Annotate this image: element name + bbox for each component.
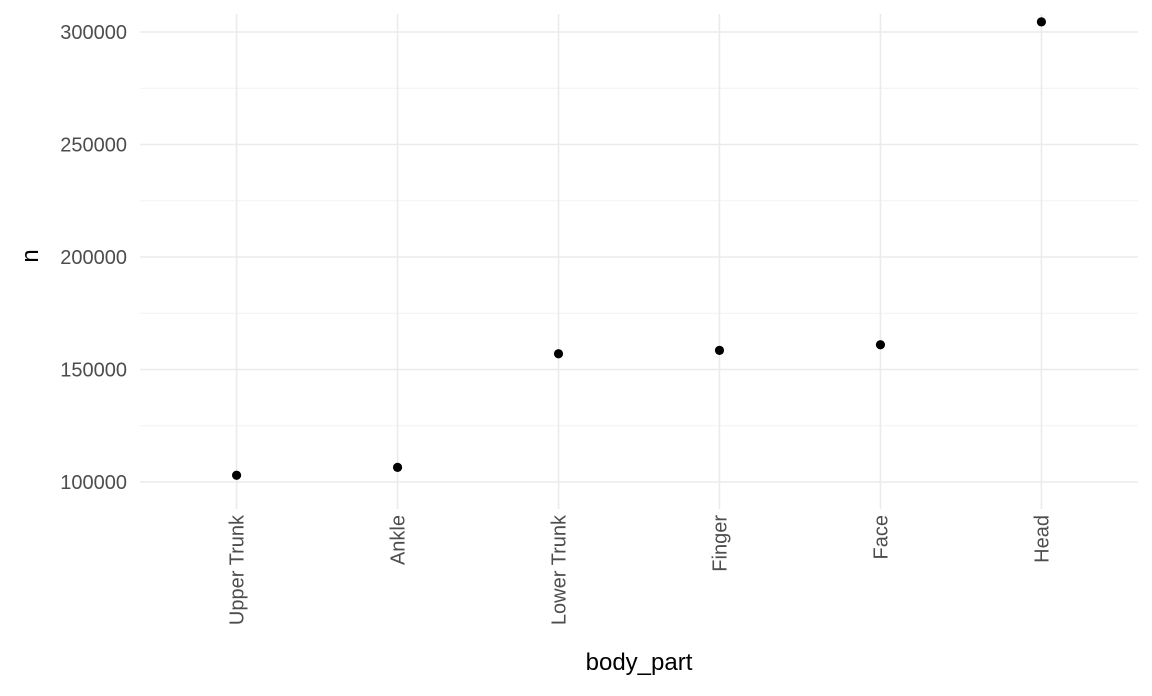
data-point: [714, 345, 725, 355]
x-axis-title: body_part: [586, 649, 693, 676]
data-point: [392, 462, 403, 472]
x-tick-label: Head: [1031, 515, 1053, 563]
x-axis-ticks: Upper Trunk Ankle Lower Trunk Finger Face Hea…: [227, 514, 1054, 625]
data-point: [875, 340, 886, 350]
x-tick-label: Upper Trunk: [227, 514, 249, 625]
y-tick-label: 250000: [60, 135, 127, 157]
x-tick-label: Lower Trunk: [549, 514, 571, 625]
data-points: [231, 17, 1047, 480]
y-tick-label: 300000: [60, 22, 127, 44]
y-axis-ticks: 100000 150000 200000 250000 300000: [60, 22, 127, 494]
data-point: [231, 470, 242, 480]
y-tick-label: 100000: [60, 472, 127, 494]
y-axis-title: n: [17, 249, 44, 262]
y-tick-label: 150000: [60, 360, 127, 382]
x-tick-label: Face: [870, 515, 892, 559]
y-tick-label: 200000: [60, 247, 127, 269]
data-point: [553, 349, 564, 359]
grid-layer: [140, 14, 1138, 509]
x-tick-label: Ankle: [388, 515, 410, 565]
x-tick-label: Finger: [709, 515, 731, 572]
data-point: [1036, 17, 1047, 27]
